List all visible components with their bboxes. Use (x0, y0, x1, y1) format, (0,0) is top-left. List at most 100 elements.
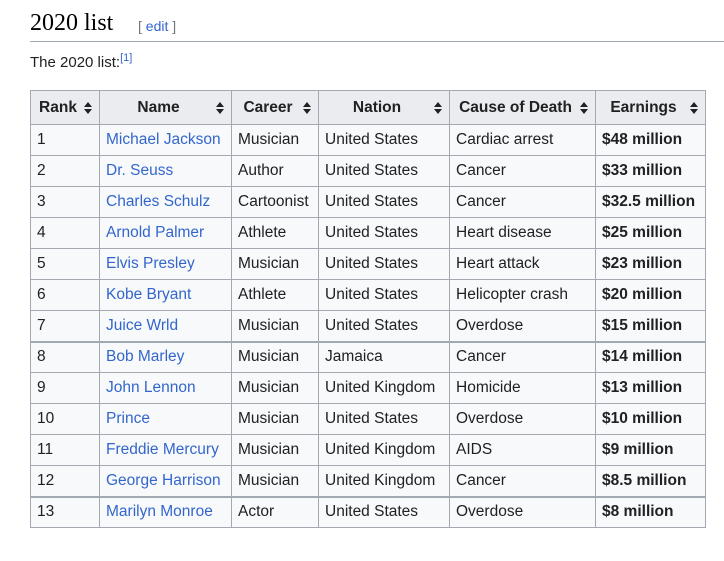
nation-cell: United States (318, 217, 450, 249)
earnings-cell: $48 million (595, 124, 706, 156)
header-label: Cause of Death (459, 98, 572, 116)
sort-arrows-icon[interactable] (303, 101, 311, 114)
career-cell: Actor (231, 495, 319, 528)
sort-arrows-icon[interactable] (434, 101, 442, 114)
table-body: 1 Michael Jackson Musician United States Car… (30, 124, 706, 528)
sort-arrows-icon[interactable] (690, 101, 698, 114)
rank-cell: 2 (30, 155, 100, 187)
person-name-link[interactable]: Michael Jackson (99, 124, 232, 156)
sort-arrows-icon[interactable] (216, 101, 224, 114)
person-name-link[interactable]: Elvis Presley (99, 248, 232, 280)
table-header-row: Rank Name Career Nation Cause of Death Earnin… (30, 90, 706, 125)
earnings-cell: $8 million (595, 495, 706, 528)
career-cell: Cartoonist (231, 186, 319, 218)
nation-cell: United States (318, 310, 450, 342)
cause-of-death-cell: Overdose (449, 403, 596, 435)
header-label: Nation (352, 98, 402, 116)
table-row: 7 Juice Wrld Musician United States Overdose… (30, 310, 706, 342)
header-label: Name (137, 98, 180, 116)
header-label: Earnings (610, 98, 677, 116)
edit-section-link[interactable]: [ edit ] (138, 18, 177, 34)
table-row: 1 Michael Jackson Musician United States Car… (30, 124, 706, 156)
career-cell: Musician (231, 124, 319, 156)
nation-cell: United States (318, 279, 450, 311)
rank-cell: 7 (30, 310, 100, 342)
career-cell: Musician (231, 434, 319, 466)
rank-cell: 13 (30, 495, 100, 528)
nation-cell: United Kingdom (318, 372, 450, 404)
person-name-link[interactable]: John Lennon (99, 372, 232, 404)
earnings-cell: $9 million (595, 434, 706, 466)
table-row: 3 Charles Schulz Cartoonist United States Ca… (30, 186, 706, 218)
earnings-table: Rank Name Career Nation Cause of Death Earnin… (30, 90, 706, 528)
cause-of-death-cell: Cardiac arrest (449, 124, 596, 156)
earnings-cell: $13 million (595, 372, 706, 404)
earnings-cell: $20 million (595, 279, 706, 311)
career-cell: Musician (231, 372, 319, 404)
person-name-link[interactable]: Juice Wrld (99, 310, 232, 342)
table-row: 10 Prince Musician United States Overdose $10… (30, 403, 706, 435)
earnings-cell: $23 million (595, 248, 706, 280)
nation-cell: United States (318, 124, 450, 156)
person-name-link[interactable]: Kobe Bryant (99, 279, 232, 311)
header-nation[interactable]: Nation (318, 90, 450, 125)
cause-of-death-cell: Cancer (449, 465, 596, 497)
edit-link-label[interactable]: edit (145, 18, 169, 34)
cause-of-death-cell: Cancer (449, 340, 596, 373)
sort-arrows-icon[interactable] (84, 101, 92, 114)
person-name-link[interactable]: Freddie Mercury (99, 434, 232, 466)
rank-cell: 1 (30, 124, 100, 156)
cause-of-death-cell: Helicopter crash (449, 279, 596, 311)
person-name-link[interactable]: George Harrison (99, 465, 232, 497)
person-name-link[interactable]: Charles Schulz (99, 186, 232, 218)
table-row: 4 Arnold Palmer Athlete United States Heart … (30, 217, 706, 249)
cause-of-death-cell: Cancer (449, 186, 596, 218)
rank-cell: 4 (30, 217, 100, 249)
career-cell: Athlete (231, 279, 319, 311)
header-label: Career (243, 98, 293, 116)
header-rank[interactable]: Rank (30, 90, 100, 125)
career-cell: Musician (231, 340, 319, 373)
earnings-cell: $14 million (595, 340, 706, 373)
header-cause-of-death[interactable]: Cause of Death (449, 90, 596, 125)
nation-cell: United States (318, 403, 450, 435)
rank-cell: 12 (30, 465, 100, 497)
reference-link[interactable]: [1] (120, 52, 133, 64)
cause-of-death-cell: Heart disease (449, 217, 596, 249)
table-row: 2 Dr. Seuss Author United States Cancer $33 m… (30, 155, 706, 187)
career-cell: Musician (231, 465, 319, 497)
header-earnings[interactable]: Earnings (595, 90, 706, 125)
header-career[interactable]: Career (231, 90, 319, 125)
person-name-link[interactable]: Dr. Seuss (99, 155, 232, 187)
header-name[interactable]: Name (99, 90, 232, 125)
nation-cell: United States (318, 495, 450, 528)
table-row: 8 Bob Marley Musician Jamaica Cancer $14 mill… (30, 340, 706, 373)
person-name-link[interactable]: Prince (99, 403, 232, 435)
nation-cell: United Kingdom (318, 465, 450, 497)
table-row: 5 Elvis Presley Musician United States Heart… (30, 248, 706, 280)
rank-cell: 6 (30, 279, 100, 311)
sort-arrows-icon[interactable] (580, 101, 588, 114)
cause-of-death-cell: AIDS (449, 434, 596, 466)
person-name-link[interactable]: Arnold Palmer (99, 217, 232, 249)
table-row: 9 John Lennon Musician United Kingdom Homici… (30, 372, 706, 404)
earnings-cell: $15 million (595, 310, 706, 342)
intro-text: The 2020 list: (30, 54, 121, 71)
nation-cell: United Kingdom (318, 434, 450, 466)
person-name-link[interactable]: Marilyn Monroe (99, 495, 232, 528)
person-name-link[interactable]: Bob Marley (99, 340, 232, 373)
nation-cell: United States (318, 155, 450, 187)
career-cell: Athlete (231, 217, 319, 249)
career-cell: Musician (231, 248, 319, 280)
cause-of-death-cell: Overdose (449, 495, 596, 528)
nation-cell: Jamaica (318, 340, 450, 373)
career-cell: Musician (231, 403, 319, 435)
rank-cell: 10 (30, 403, 100, 435)
rank-cell: 9 (30, 372, 100, 404)
earnings-cell: $33 million (595, 155, 706, 187)
table-row: 11 Freddie Mercury Musician United Kingdom A… (30, 434, 706, 466)
earnings-cell: $8.5 million (595, 465, 706, 497)
cause-of-death-cell: Cancer (449, 155, 596, 187)
earnings-cell: $25 million (595, 217, 706, 249)
